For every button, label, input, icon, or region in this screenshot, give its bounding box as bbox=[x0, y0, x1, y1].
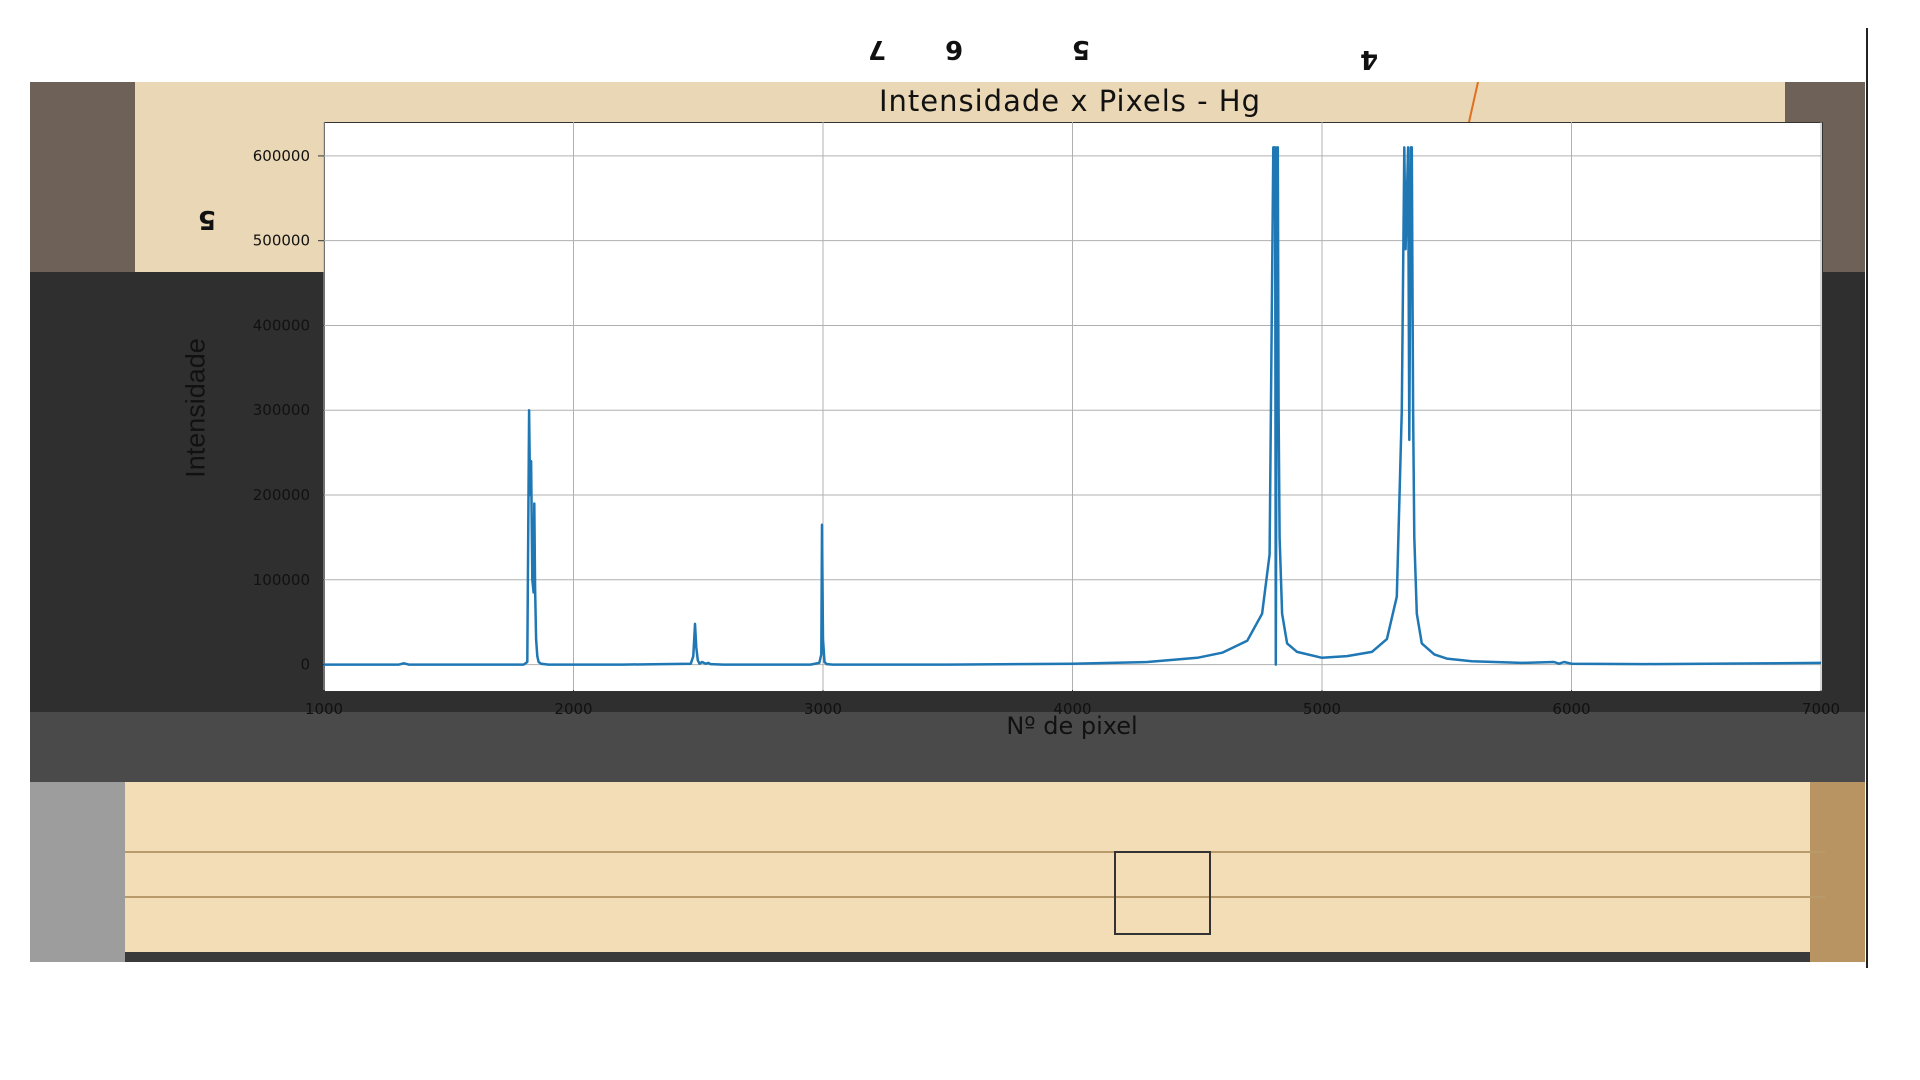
y-tick-label-5: 500000 bbox=[253, 232, 310, 250]
x-tick-label-0: 1000 bbox=[305, 700, 343, 718]
x-tick-label-1: 2000 bbox=[554, 700, 592, 718]
y-tick-label-1: 100000 bbox=[253, 571, 310, 589]
x-tick-label-2: 3000 bbox=[804, 700, 842, 718]
right-border-line bbox=[1866, 28, 1868, 968]
series-line-0 bbox=[324, 146, 1822, 666]
y-tick-label-4: 400000 bbox=[253, 316, 310, 334]
x-tick-label-4: 5000 bbox=[1303, 700, 1341, 718]
x-tick-label-6: 7000 bbox=[1802, 700, 1840, 718]
y-tick-label-2: 200000 bbox=[253, 486, 310, 504]
chart-title: Intensidade x Pixels - Hg bbox=[878, 84, 1262, 118]
x-tick-label-3: 4000 bbox=[1053, 700, 1091, 718]
y-tick-label-6: 600000 bbox=[253, 147, 310, 165]
x-axis-title: Nº de pixel bbox=[1006, 712, 1138, 740]
y-tick-label-0: 0 bbox=[300, 656, 310, 674]
x-tick-label-5: 6000 bbox=[1552, 700, 1590, 718]
y-tick-label-3: 300000 bbox=[253, 401, 310, 419]
